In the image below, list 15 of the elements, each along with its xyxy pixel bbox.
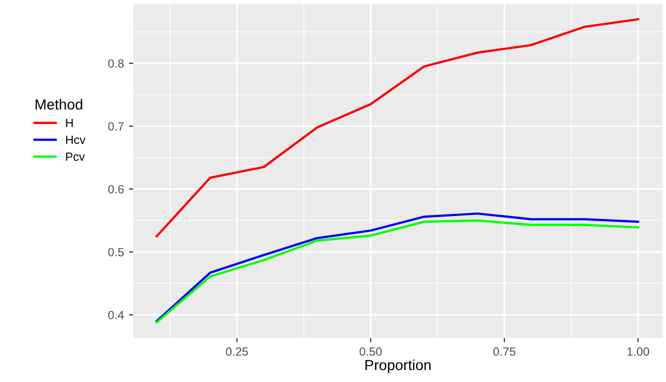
y-tick-label: 0.6 <box>108 185 124 194</box>
legend-title: Method <box>36 98 82 110</box>
y-tick-label: 0.8 <box>108 59 124 68</box>
y-tick-label: 0.7 <box>108 122 124 131</box>
x-axis-title: Proportion <box>365 359 431 374</box>
legend-label: Pcv <box>66 152 85 161</box>
x-tick-label: 0.75 <box>493 347 516 356</box>
y-tick-label: 0.4 <box>108 310 124 320</box>
legend-label: H <box>66 118 73 127</box>
x-tick-label: 1.00 <box>627 347 650 356</box>
x-tick-label: 0.50 <box>360 347 382 356</box>
x-tick-label: 0.25 <box>226 347 248 356</box>
y-tick-label: 0.5 <box>108 248 124 256</box>
line-series <box>156 18 640 238</box>
legend-label: Hcv <box>66 136 86 144</box>
